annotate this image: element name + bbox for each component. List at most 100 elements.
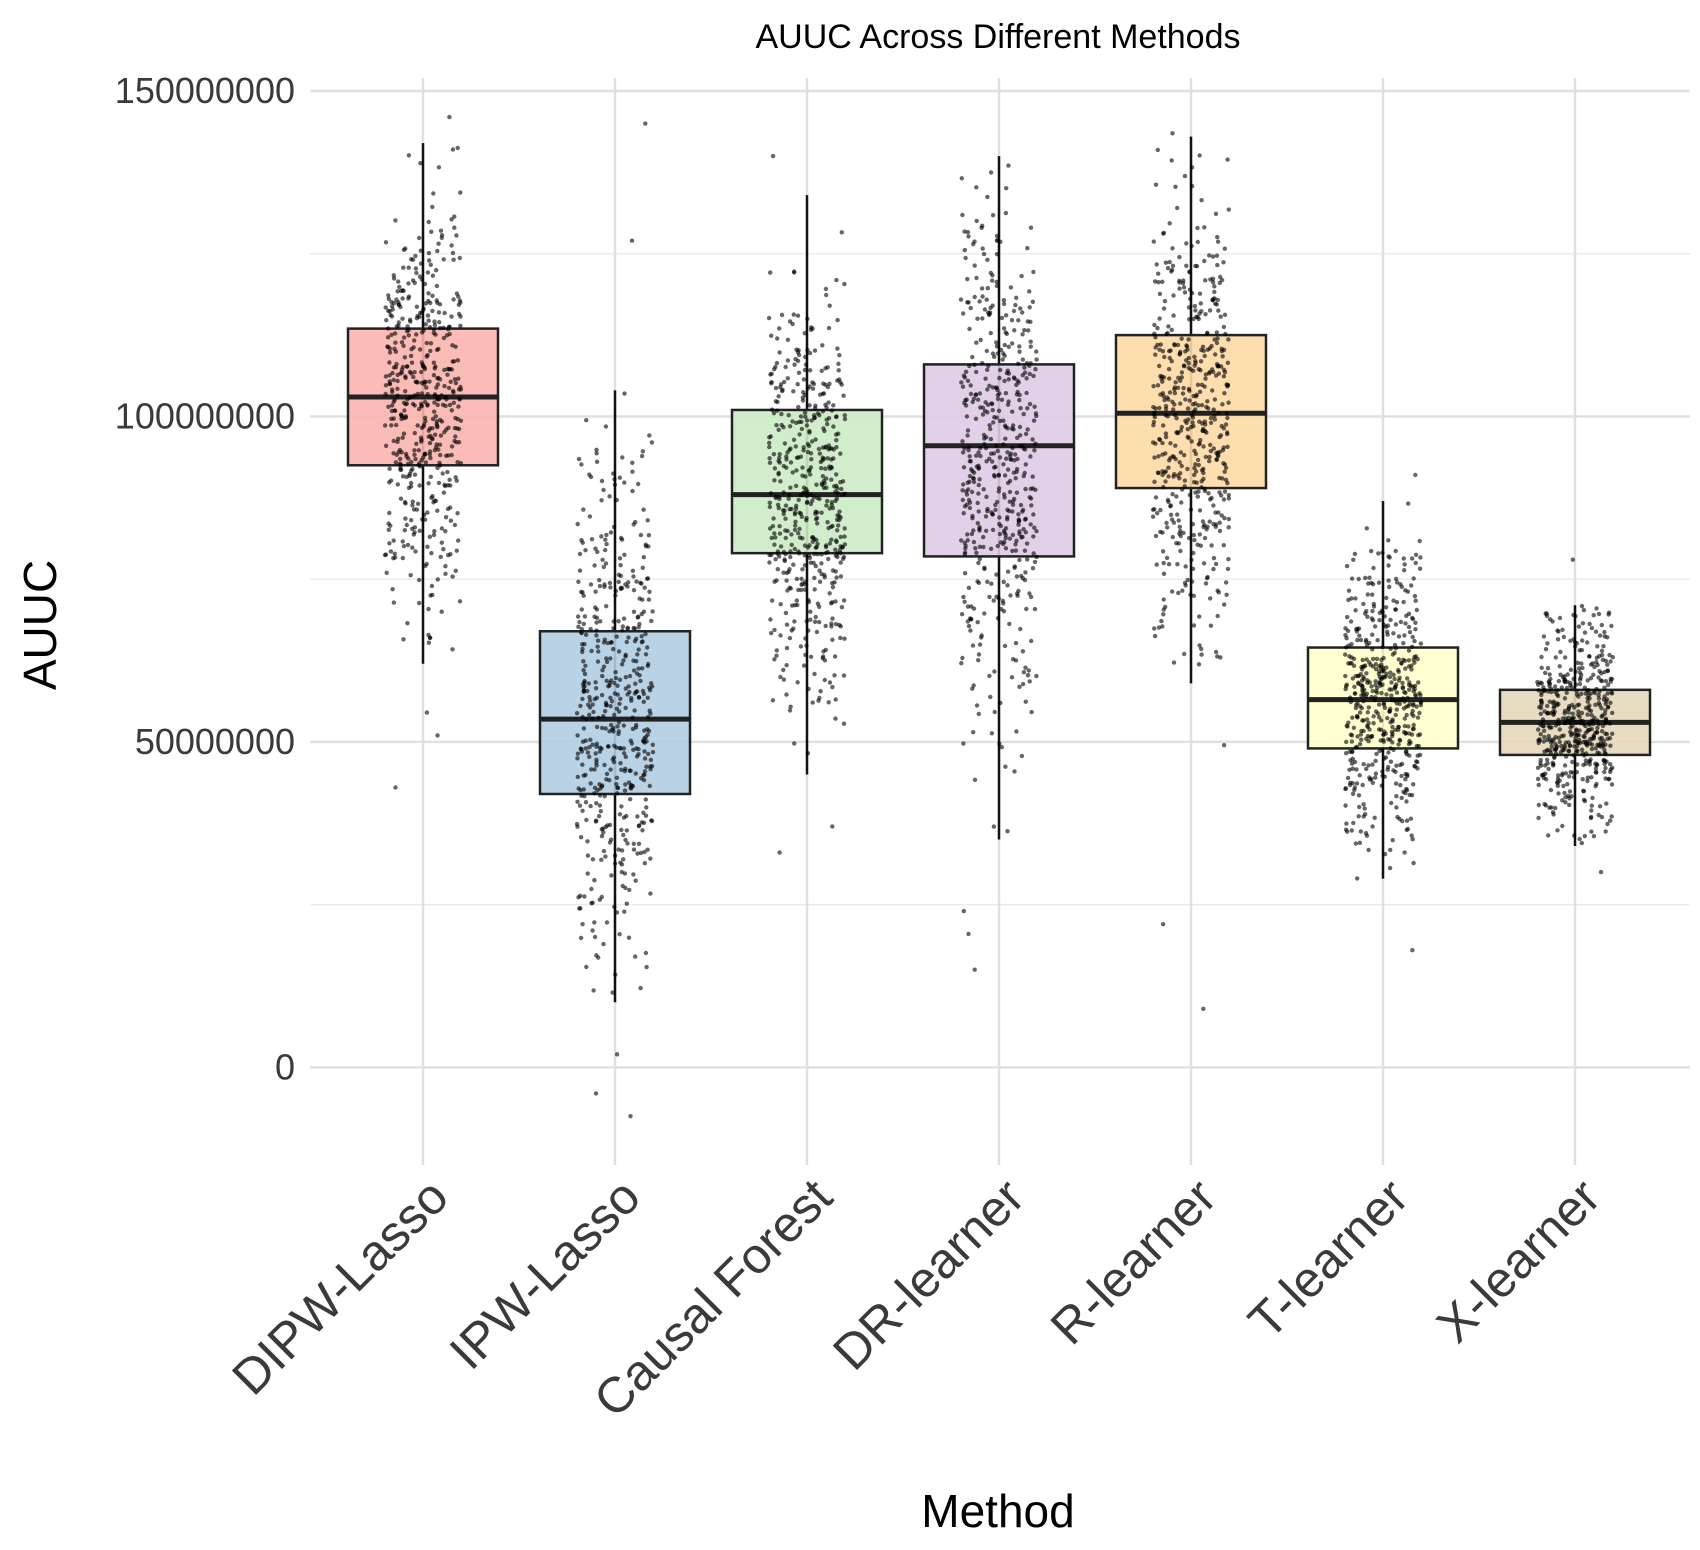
data-point [1202,258,1207,264]
data-point [772,657,777,662]
data-point [975,579,980,584]
data-point [590,742,595,747]
data-point [431,191,436,196]
data-point [587,698,593,703]
data-point [1028,361,1033,366]
data-point [593,686,599,691]
data-point [813,437,818,442]
data-point [1400,696,1406,701]
data-point [1548,787,1554,793]
data-point [1032,525,1037,530]
data-point [623,705,628,711]
data-point [612,904,617,909]
data-point [798,644,804,649]
data-point [1404,799,1409,804]
data-point [1195,239,1201,245]
data-point [1546,723,1551,729]
data-point [1543,670,1548,676]
data-point [1596,742,1602,748]
data-point [1364,642,1370,648]
data-point [452,359,457,364]
data-point [1394,600,1400,605]
data-point [1413,552,1419,557]
data-point [785,337,791,342]
data-point [450,250,456,256]
data-point [425,270,431,275]
data-point [959,661,964,666]
data-point [1171,454,1177,460]
data-point [772,466,778,471]
data-point [417,314,422,320]
data-point [580,696,585,702]
data-point [974,185,979,190]
data-point [1366,763,1371,768]
data-point [1418,752,1423,758]
data-point [813,563,818,569]
data-point [1374,751,1379,757]
data-point [432,319,437,324]
data-point [1545,666,1551,671]
data-point [1199,347,1204,353]
data-point [631,658,636,663]
data-point [1393,712,1398,718]
data-point [456,440,462,445]
data-point [767,456,772,461]
data-point [1012,564,1017,569]
data-point [450,343,455,348]
data-point [581,668,586,673]
data-point [997,375,1002,381]
data-point [835,491,841,496]
data-point [1018,433,1023,438]
data-point [789,532,794,537]
data-point [586,681,591,686]
data-point [1545,710,1551,716]
data-point [1561,634,1567,640]
data-point [1401,556,1407,561]
data-point [1408,816,1414,821]
data-point [441,335,447,341]
data-point [1394,794,1399,799]
data-point [1378,727,1384,732]
data-point [980,294,985,299]
data-point [432,322,438,328]
data-point [821,391,827,396]
data-point [1008,285,1014,290]
data-point [1175,562,1180,567]
data-point [438,228,444,233]
data-point [438,554,443,560]
data-point [1573,735,1578,741]
data-point [1596,611,1602,617]
data-point [1193,451,1199,457]
data-point [808,609,813,614]
data-point [1360,782,1365,788]
data-point [453,434,458,439]
data-point [1557,664,1562,669]
data-point [829,500,834,505]
data-point [436,346,441,352]
data-point [1576,709,1581,714]
data-point [1025,557,1030,562]
data-point [603,726,608,731]
data-point [591,988,596,993]
data-point [1402,562,1407,567]
data-point [984,348,989,354]
data-point [827,381,832,386]
data-point [834,438,839,443]
data-point [1359,664,1364,670]
data-point [449,452,454,458]
data-point [609,699,615,704]
data-point [616,720,622,725]
data-point [575,799,580,804]
data-point [628,797,633,802]
data-point [993,385,999,390]
data-point [1571,637,1576,642]
data-point [1024,390,1029,396]
data-point [802,563,808,568]
data-point [1009,457,1014,462]
data-point [608,695,613,700]
data-point [777,326,782,331]
data-point [1397,738,1403,743]
data-point [985,579,990,584]
data-point [1359,737,1364,742]
data-point [452,377,458,382]
